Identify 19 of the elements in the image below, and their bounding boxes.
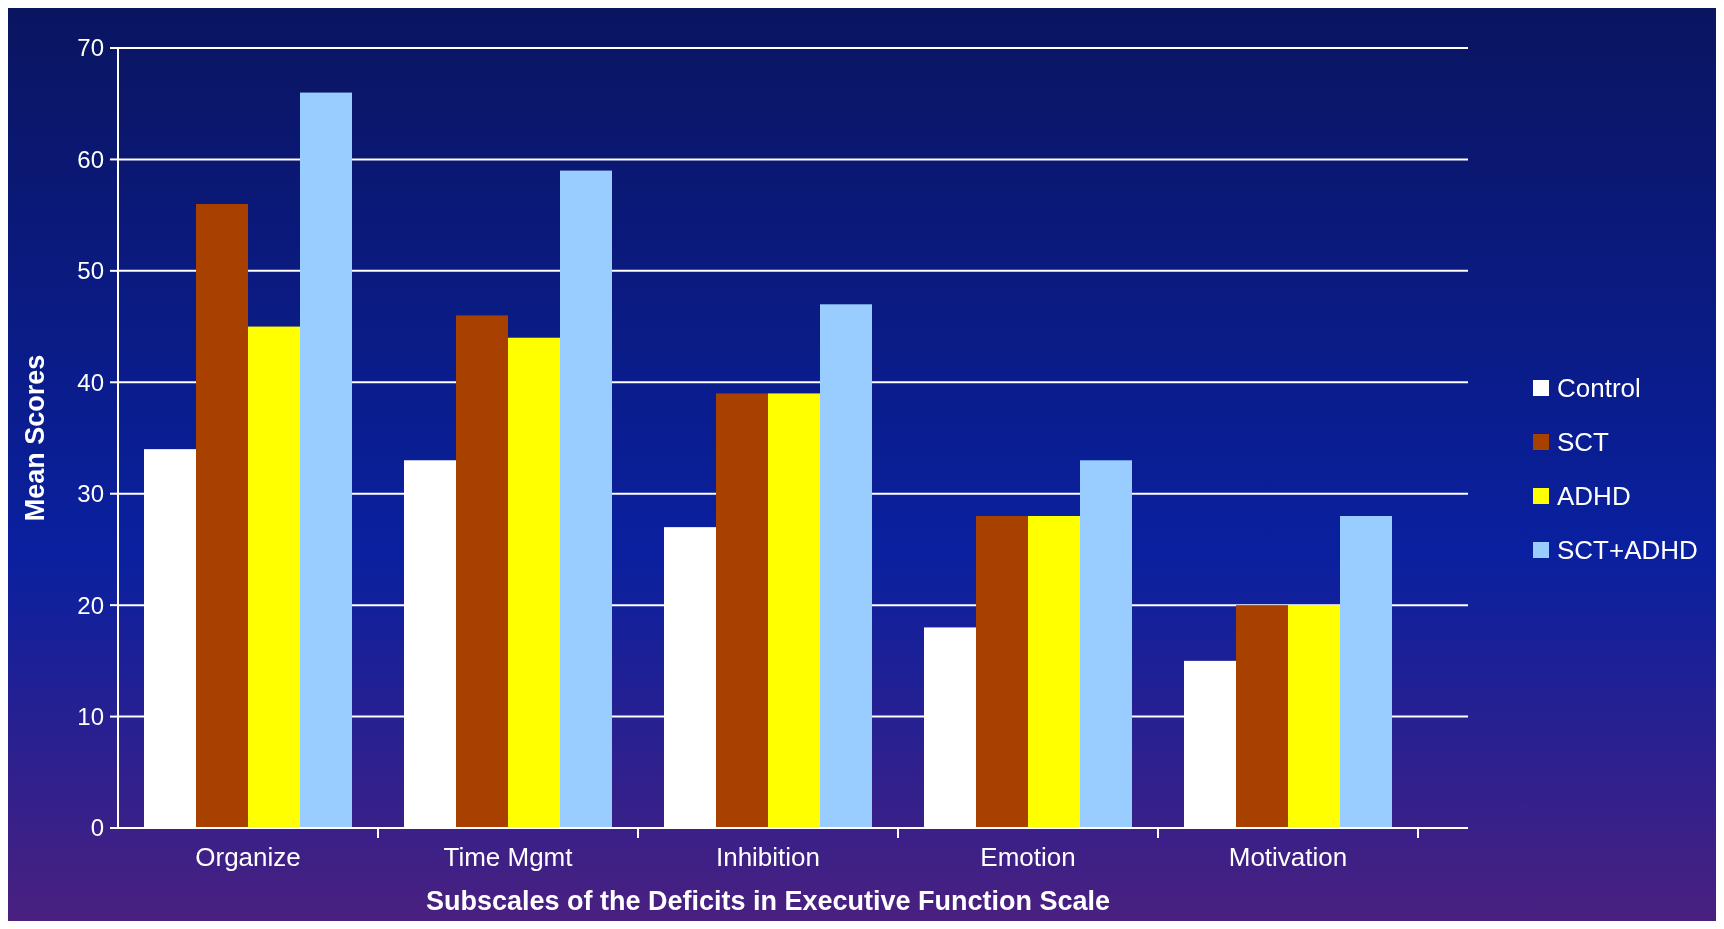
legend-label: ADHD: [1557, 481, 1631, 512]
y-tick-label: 20: [77, 591, 104, 619]
x-tick-label: Motivation: [1228, 842, 1348, 872]
legend-label: SCT: [1557, 427, 1610, 458]
legend-label: Control: [1557, 373, 1641, 404]
x-tick-label: Inhibition: [715, 842, 821, 872]
x-tick-label: Organize: [195, 842, 301, 872]
y-tick-label: 60: [77, 145, 104, 173]
x-axis-title: Subscales of the Deficits in Executive Function Scale: [425, 886, 1111, 916]
legend-label: SCT+ADHD: [1557, 535, 1698, 566]
x-tick-label: Emotion: [980, 842, 1076, 872]
y-tick-label: 10: [77, 702, 104, 730]
y-axis-title: Mean Scores: [20, 354, 50, 522]
y-tick-label: 30: [77, 480, 104, 508]
x-tick-label: Time Mgmt: [443, 842, 574, 872]
y-tick-label: 0: [90, 814, 104, 842]
y-tick-label: 40: [77, 368, 104, 396]
y-tick-label: 70: [77, 34, 104, 62]
y-tick-label: 50: [77, 257, 104, 285]
